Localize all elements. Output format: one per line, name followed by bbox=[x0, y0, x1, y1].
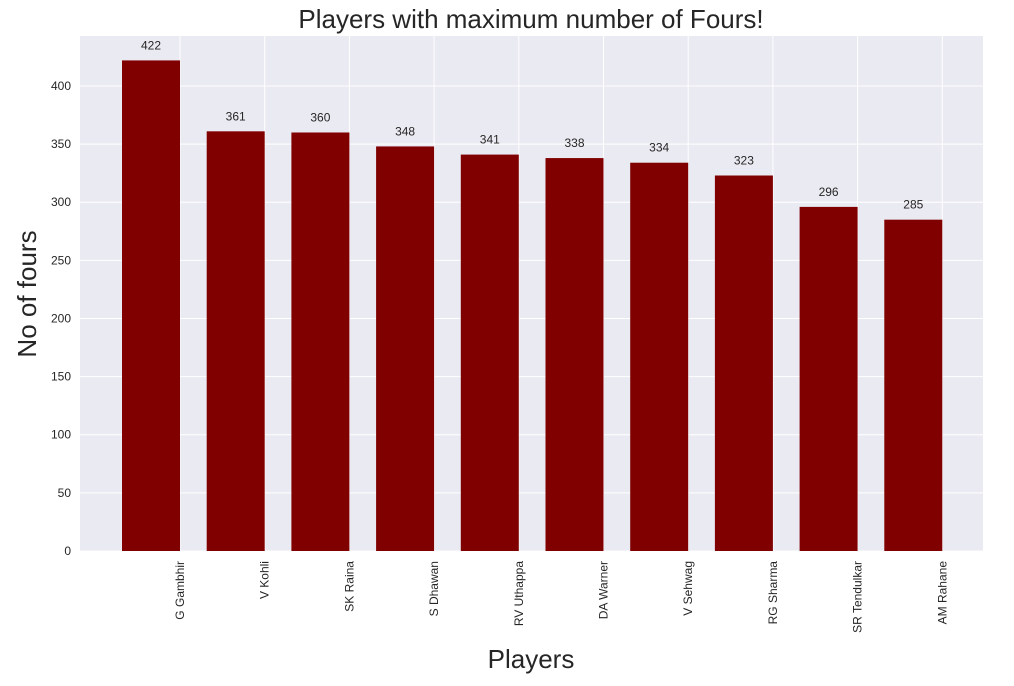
bar-value-label: 334 bbox=[649, 141, 669, 155]
bar-value-label: 285 bbox=[903, 198, 923, 212]
bar bbox=[122, 60, 180, 552]
bar-value-label: 360 bbox=[310, 110, 330, 124]
bar-value-label: 361 bbox=[226, 109, 246, 123]
x-tick-label: AM Rahane bbox=[935, 561, 949, 625]
bar-value-label: 323 bbox=[734, 154, 754, 168]
bar-value-labels: 422 361 360 348 341 338 334 323 296 285 bbox=[141, 38, 924, 211]
y-tick-label: 200 bbox=[51, 311, 71, 325]
x-tick-label: S Dhawan bbox=[427, 561, 441, 616]
bar bbox=[206, 131, 265, 551]
y-axis-ticks: 0 50 100 150 200 250 300 350 400 bbox=[51, 79, 71, 558]
x-tick-label: G Gambhir bbox=[173, 561, 187, 620]
bar bbox=[714, 175, 773, 551]
bar bbox=[291, 132, 350, 551]
y-tick-label: 0 bbox=[64, 544, 71, 558]
y-tick-label: 100 bbox=[51, 428, 71, 442]
bar bbox=[799, 206, 858, 551]
x-tick-label: V Sehwag bbox=[681, 561, 695, 616]
y-tick-label: 150 bbox=[51, 370, 71, 384]
bar bbox=[545, 158, 604, 551]
bar bbox=[884, 219, 943, 552]
y-axis-label: No of fours bbox=[12, 230, 42, 357]
bar-value-label: 422 bbox=[141, 38, 161, 52]
x-tick-label: SR Tendulkar bbox=[851, 561, 865, 633]
y-tick-label: 300 bbox=[51, 195, 71, 209]
bar-value-label: 296 bbox=[819, 185, 839, 199]
bars bbox=[122, 60, 943, 552]
bar bbox=[376, 146, 435, 551]
x-tick-label: DA Warner bbox=[597, 561, 611, 619]
y-tick-label: 50 bbox=[58, 486, 72, 500]
x-axis-ticks: G Gambhir V Kohli SK Raina S Dhawan RV Uthap… bbox=[173, 561, 949, 633]
y-tick-label: 400 bbox=[51, 79, 71, 93]
x-tick-label: V Kohli bbox=[258, 561, 272, 599]
bar-value-label: 341 bbox=[480, 133, 500, 147]
bar bbox=[630, 162, 689, 551]
y-tick-label: 250 bbox=[51, 253, 71, 267]
x-axis-label: Players bbox=[488, 644, 575, 674]
bar bbox=[460, 154, 519, 551]
bar-value-label: 348 bbox=[395, 124, 415, 138]
chart-title: Players with maximum number of Fours! bbox=[298, 4, 763, 34]
bar-value-label: 338 bbox=[564, 136, 584, 150]
x-tick-label: RV Uthappa bbox=[512, 561, 526, 626]
y-tick-label: 350 bbox=[51, 137, 71, 151]
x-tick-label: RG Sharma bbox=[766, 561, 780, 625]
x-tick-label: SK Raina bbox=[342, 561, 356, 612]
